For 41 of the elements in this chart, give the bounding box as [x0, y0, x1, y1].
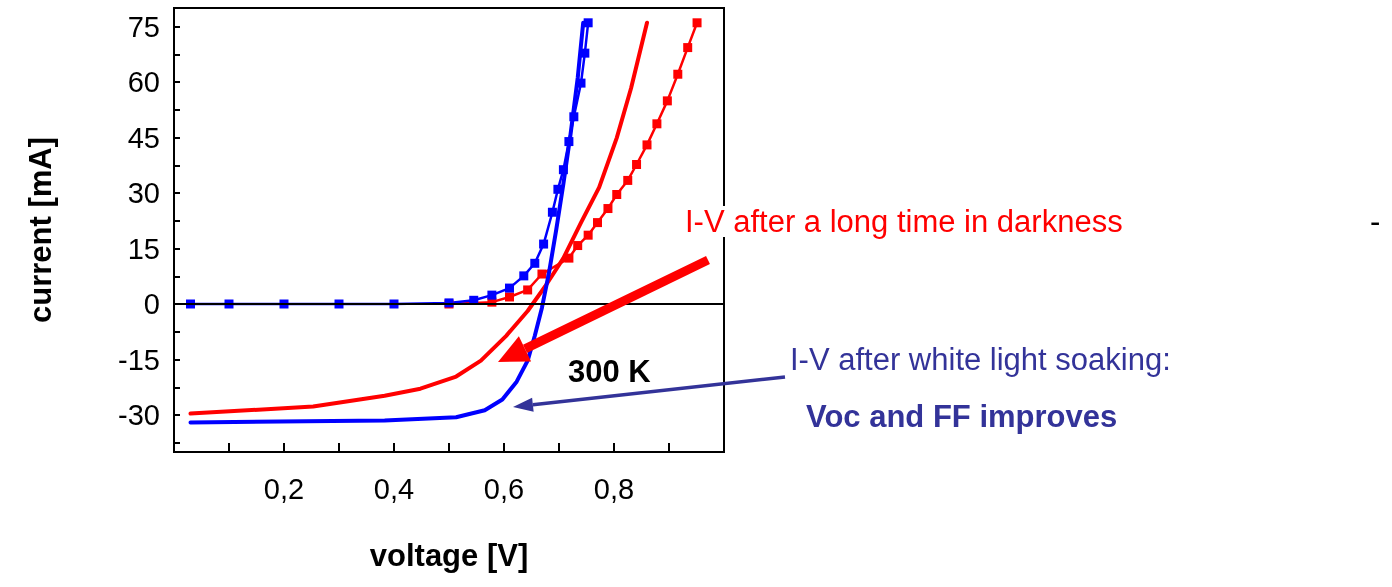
text: I-V after white light soaking:	[790, 342, 1171, 377]
point	[537, 269, 547, 279]
y-tick-label: 30	[127, 177, 160, 209]
y-tick-label: -15	[118, 343, 160, 376]
point	[673, 69, 683, 79]
y-tick-label: 15	[127, 232, 160, 265]
point	[505, 283, 514, 293]
point	[547, 207, 557, 217]
x-tick-label: 0,6	[483, 472, 525, 505]
y-tick-label: 60	[127, 66, 160, 98]
y-tick-label: 0	[143, 288, 160, 320]
point	[662, 96, 672, 106]
annotation: I-V after a long time in darkness	[685, 204, 1123, 239]
text: Voc and FF improves	[806, 399, 1118, 434]
point	[583, 230, 593, 240]
point	[642, 140, 652, 150]
y-axis-title: current [mA]	[23, 136, 58, 324]
point	[692, 18, 702, 28]
text: -	[1370, 204, 1381, 239]
y-tick-label: 45	[127, 121, 160, 154]
x-axis-title: voltage [V]	[369, 538, 529, 573]
point	[603, 204, 613, 214]
point	[573, 241, 583, 251]
point	[523, 285, 533, 295]
x-tick-label: 0,8	[593, 472, 635, 505]
point	[623, 175, 633, 185]
point	[487, 290, 497, 300]
point	[593, 218, 602, 228]
point	[530, 258, 540, 268]
point	[683, 43, 693, 53]
point	[539, 239, 549, 249]
y-tick-label: -30	[118, 399, 160, 431]
x-tick-label: 0,2	[263, 472, 305, 505]
annotation: 300 K	[568, 354, 651, 389]
point	[583, 18, 593, 28]
point	[632, 160, 642, 170]
point	[519, 271, 529, 281]
point	[612, 189, 622, 199]
point	[652, 119, 662, 129]
x-tick-label: 0,4	[373, 472, 415, 505]
y-tick-label: 75	[127, 10, 160, 43]
